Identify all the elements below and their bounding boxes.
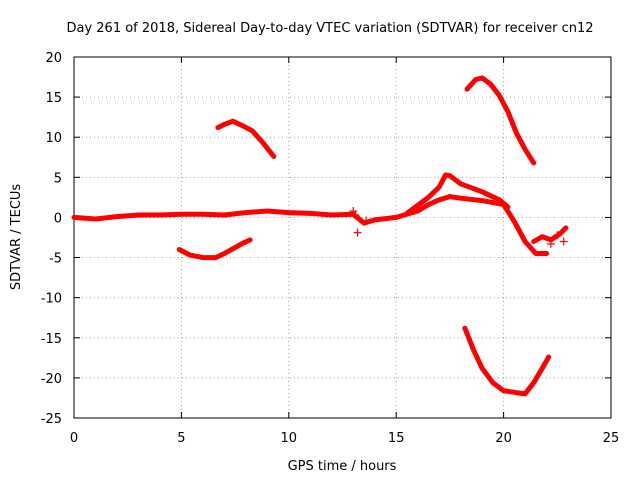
y-tick-label: -5 <box>49 252 62 267</box>
y-tick-label: 20 <box>45 51 62 66</box>
data-point-marker <box>353 228 362 237</box>
data-point-marker <box>362 216 371 225</box>
y-tick-label: 15 <box>45 91 62 106</box>
y-tick-label: 0 <box>54 211 62 226</box>
y-axis-label: SDTVAR / TECUs <box>9 184 24 291</box>
data-series <box>71 75 569 397</box>
series-track-rising-hump <box>404 172 511 216</box>
grid <box>74 57 611 418</box>
y-tick-labels: -25 -20 -15 -10 -5 0 5 10 15 20 <box>41 51 62 427</box>
series-track-zero-band-tail <box>447 194 550 256</box>
data-point-marker <box>351 211 360 220</box>
y-tick-label: 10 <box>45 131 62 146</box>
series-track-low-right <box>462 325 552 397</box>
x-tick-label: 15 <box>388 431 405 446</box>
x-tick-label: 5 <box>177 431 185 446</box>
y-tick-label: -10 <box>41 292 62 307</box>
series-track-upper-right <box>464 75 537 166</box>
y-tick-label: 5 <box>54 171 62 186</box>
x-tick-label: 0 <box>70 431 78 446</box>
chart-title: Day 261 of 2018, Sidereal Day-to-day VTE… <box>66 21 593 36</box>
y-tick-label: -20 <box>41 372 62 387</box>
x-tick-label: 25 <box>603 431 620 446</box>
x-tick-label: 10 <box>281 431 298 446</box>
series-track-upper-left <box>215 118 277 159</box>
data-point-marker <box>349 207 358 216</box>
x-tick-label: 20 <box>495 431 512 446</box>
series-track-zero-band <box>71 194 453 226</box>
data-point-marker <box>559 237 568 246</box>
axis-ticks <box>73 56 612 419</box>
y-tick-label: -25 <box>41 412 62 427</box>
x-axis-label: GPS time / hours <box>288 459 397 474</box>
x-tick-labels: 0 5 10 15 20 25 <box>70 431 619 446</box>
series-track-dip-left <box>176 237 253 261</box>
plot-frame <box>73 56 612 419</box>
series-track-tail-cluster <box>531 225 569 244</box>
data-point-marker <box>546 239 555 248</box>
data-point-marker <box>553 231 562 240</box>
y-tick-label: -15 <box>41 332 62 347</box>
